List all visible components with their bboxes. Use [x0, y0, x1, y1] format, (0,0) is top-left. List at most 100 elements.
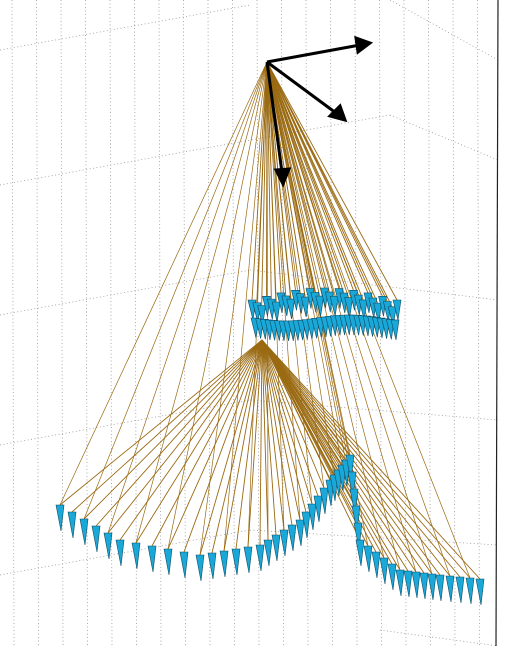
camera-cone [475, 578, 485, 606]
camera-cone [455, 576, 465, 604]
camera-cone [390, 319, 400, 341]
grid-line [389, 114, 499, 161]
camera-cone [373, 302, 383, 324]
ray [266, 61, 364, 301]
ray [251, 61, 268, 301]
ray [261, 339, 461, 578]
ray [261, 339, 393, 565]
camera-cone [465, 577, 475, 605]
ray [107, 339, 263, 534]
ray [259, 339, 263, 546]
ray [247, 339, 263, 548]
camera-cone [445, 575, 455, 603]
camera-cone [419, 572, 429, 600]
ray [235, 339, 263, 550]
axis-arrow [266, 43, 361, 64]
camera-cone [315, 295, 325, 317]
cameras [55, 287, 485, 606]
grid [0, 0, 499, 646]
grid-line [11, 0, 15, 646]
camera-cone [163, 548, 173, 576]
camera-cone [295, 519, 305, 547]
grid-line [85, 0, 88, 646]
axis-arrow [266, 60, 337, 115]
camera-cone [279, 529, 289, 557]
grid-line [249, 399, 499, 421]
ray [261, 339, 285, 531]
grid-line [403, 0, 407, 646]
camera-cone [313, 495, 323, 523]
ray [83, 61, 268, 520]
arrowhead [327, 103, 348, 123]
ray [261, 339, 369, 547]
ray [151, 339, 263, 547]
ray [71, 339, 263, 513]
camera-cone [91, 525, 101, 553]
camera-cone [195, 554, 205, 582]
ray [261, 339, 471, 579]
camera-cone [387, 563, 397, 591]
ray [199, 61, 268, 556]
ray [266, 61, 321, 297]
arrowhead [354, 35, 374, 55]
ray [261, 339, 277, 536]
camera-cone [347, 471, 357, 499]
ray [266, 61, 282, 293]
ray [261, 339, 385, 559]
arrowhead [273, 167, 292, 188]
camera-cone [257, 305, 267, 326]
ray [261, 339, 481, 580]
camera-cone [387, 306, 397, 327]
ray [266, 61, 285, 531]
ray [261, 339, 293, 526]
ray [59, 339, 263, 506]
ray [261, 339, 451, 577]
camera-cone [147, 545, 157, 573]
ray [261, 339, 313, 505]
ray [167, 61, 268, 550]
ray [59, 61, 268, 506]
camera-cone [392, 299, 402, 321]
ray [261, 339, 325, 489]
ray [266, 61, 343, 466]
camera-cone [231, 548, 241, 576]
camera-cone [287, 524, 297, 552]
ray [95, 339, 263, 527]
ray [183, 339, 263, 553]
ray [261, 339, 301, 521]
ray [266, 61, 301, 521]
camera-cone [363, 545, 373, 573]
grid-line [0, 114, 391, 186]
grid-line [60, 0, 64, 646]
axis-arrow [265, 61, 284, 173]
grid-line [477, 0, 480, 646]
axis-line [495, 0, 499, 646]
camera-cone [131, 542, 141, 570]
ray [199, 339, 263, 556]
camera-cone [286, 298, 296, 320]
camera-cone [349, 488, 359, 516]
camera-cone [319, 487, 329, 515]
camera-cone [403, 570, 413, 598]
ray [107, 61, 268, 534]
grid-line [0, 399, 251, 446]
camera-cone [355, 539, 365, 567]
camera-cone [345, 454, 355, 482]
camera-cone [329, 295, 339, 317]
camera-cone [395, 569, 405, 597]
ray [211, 339, 263, 554]
ray [266, 61, 345, 294]
ray [266, 61, 393, 307]
camera-cone [358, 299, 368, 321]
ray [261, 339, 269, 541]
camera-cone [344, 297, 354, 318]
ray [223, 61, 268, 552]
ray [223, 339, 263, 552]
camera-cone [379, 557, 389, 585]
ray [135, 61, 268, 544]
ray [261, 339, 361, 541]
camera-cone [301, 511, 311, 539]
camera-cone [255, 544, 265, 572]
